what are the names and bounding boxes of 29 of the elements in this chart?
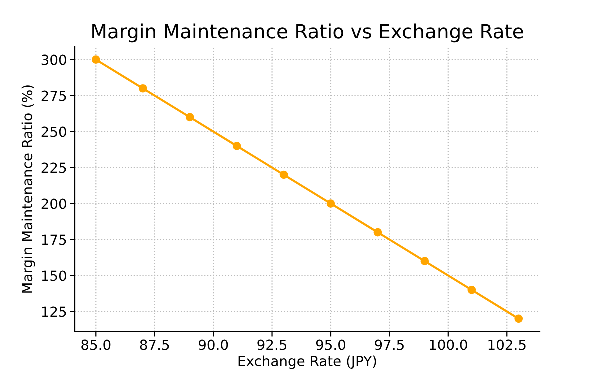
point	[374, 228, 382, 237]
x-axis-title: Exchange Rate (JPY)	[238, 356, 376, 370]
y-tick-label: 250	[42, 126, 66, 138]
y-axis-title: Margin Maintenance Ratio (%)	[22, 86, 36, 293]
y-tick-label: 175	[42, 234, 66, 246]
x-tick-label: 90.0	[198, 340, 228, 350]
x-tick-label: 100.0	[430, 340, 468, 350]
point	[280, 170, 288, 180]
y-tick-label: 150	[42, 270, 66, 282]
x-tick-label: 92.5	[258, 340, 287, 350]
point	[186, 113, 194, 122]
point	[420, 257, 430, 266]
chart-title: Margin Maintenance Ratio vs Exchange Rate	[92, 24, 524, 43]
y-tick-label: 275	[42, 90, 66, 102]
point	[92, 56, 100, 64]
y-tick-label: 125	[42, 306, 66, 318]
y-tick-label: 225	[42, 162, 66, 174]
y-tick-label: 300	[42, 54, 66, 66]
point	[232, 142, 242, 150]
x-tick-label: 97.5	[375, 340, 404, 350]
x-tick-label: 85.0	[82, 340, 111, 350]
point	[138, 84, 148, 93]
y-tick-label: 200	[42, 198, 66, 210]
point	[326, 200, 336, 208]
x-tick-label: 95.0	[316, 340, 346, 350]
x-tick-label: 102.5	[488, 340, 526, 350]
x-tick-label: 87.5	[140, 340, 170, 350]
point	[468, 286, 476, 294]
point	[514, 314, 524, 324]
